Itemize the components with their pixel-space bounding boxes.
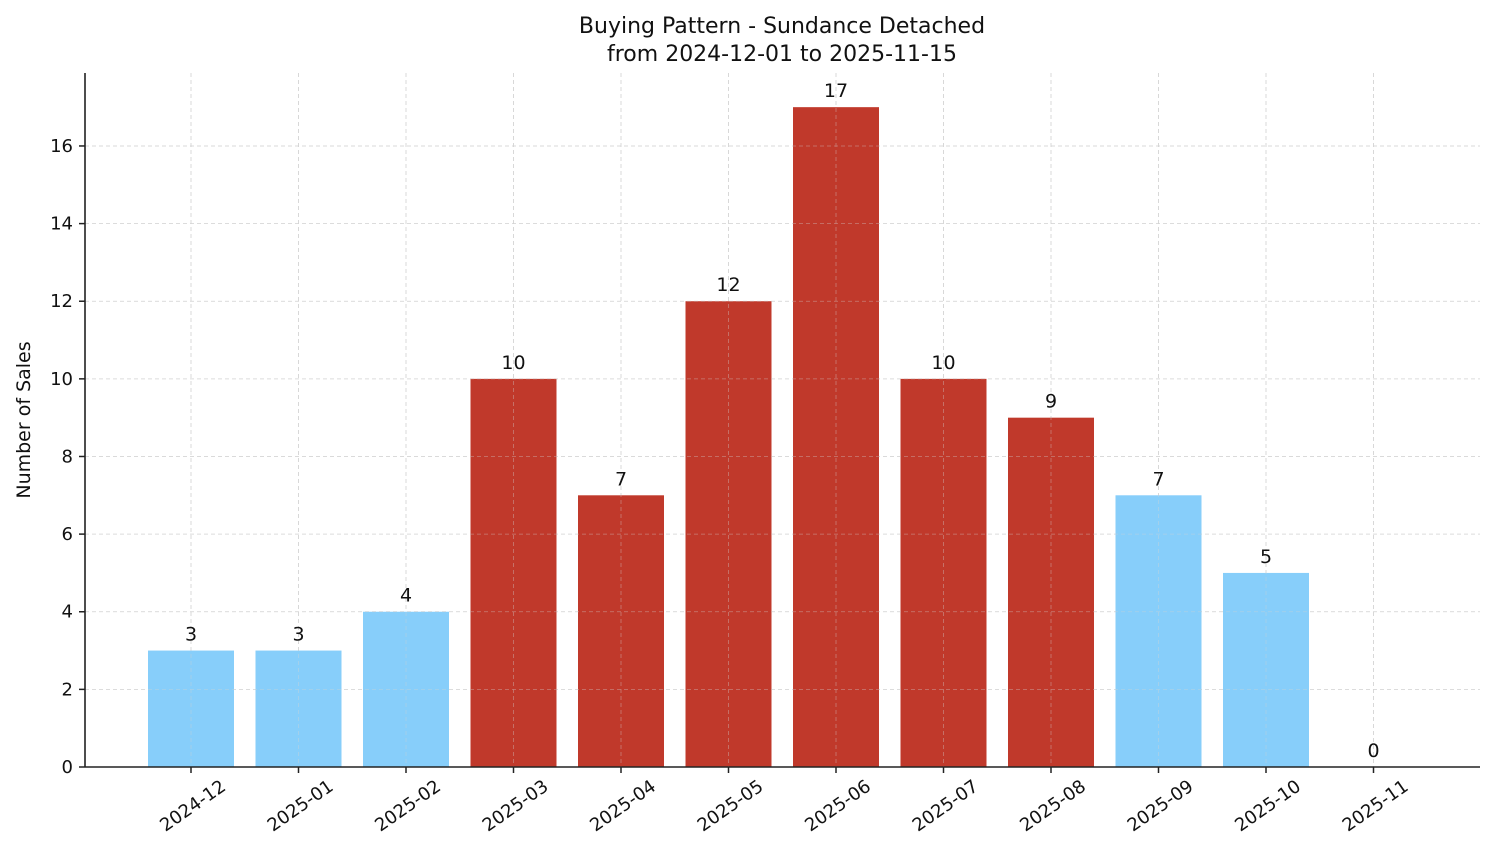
y-axis-label: Number of Sales: [13, 341, 35, 498]
x-tick-label: 2025-07: [909, 776, 983, 836]
chart-title-line2: from 2024-12-01 to 2025-11-15: [607, 42, 957, 67]
y-tick-label: 14: [50, 214, 73, 235]
bar-value-label: 12: [716, 274, 740, 296]
x-tick-label: 2025-10: [1231, 776, 1305, 836]
y-tick-label: 16: [50, 136, 73, 157]
bar-2025-01: [255, 650, 342, 767]
y-tick-label: 8: [62, 446, 73, 467]
bar-2025-07: [900, 378, 987, 767]
bar-2025-09: [1115, 495, 1202, 767]
bar-value-label: 5: [1260, 546, 1272, 568]
bar-2025-05: [685, 301, 772, 767]
gridlines-overlay: [85, 73, 1480, 767]
x-tick-label: 2025-01: [264, 776, 338, 836]
chart-title-line1: Buying Pattern - Sundance Detached: [579, 14, 985, 39]
x-tick-label: 2025-11: [1339, 776, 1413, 836]
bar-2025-02: [363, 611, 449, 767]
x-tick-label: 2025-02: [371, 776, 445, 836]
bar-value-label: 4: [400, 585, 412, 607]
bar-2025-03: [470, 378, 557, 767]
y-tick-label: 0: [62, 757, 73, 778]
x-tick-label: 2025-04: [586, 776, 660, 836]
x-axis-ticks: 2024-12 2025-01 2025-02 2025-03 2025-04 2025-…: [156, 767, 1412, 836]
bar-value-label: 3: [185, 624, 197, 646]
bar-2025-08: [1008, 417, 1094, 767]
x-tick-label: 2025-03: [479, 776, 553, 836]
bars: [148, 107, 1309, 767]
x-tick-label: 2024-12: [156, 776, 230, 836]
y-tick-label: 10: [50, 369, 73, 390]
bar-2024-12: [148, 650, 234, 767]
x-tick-label: 2025-05: [694, 776, 768, 836]
bar-2025-06: [793, 107, 879, 767]
x-tick-label: 2025-09: [1124, 776, 1198, 836]
bar-value-label: 10: [931, 352, 955, 374]
bar-value-label: 10: [501, 352, 525, 374]
y-tick-label: 6: [62, 524, 73, 545]
bar-2025-10: [1223, 572, 1309, 767]
bar-value-labels: 3 3 4 10 7 12 17 10 9 7 5 0: [185, 80, 1380, 762]
x-tick-label: 2025-06: [801, 776, 875, 836]
bar-2025-04: [578, 495, 664, 767]
bar-value-label: 3: [292, 624, 304, 646]
bar-value-label: 17: [824, 80, 848, 102]
x-tick-label: 2025-08: [1016, 776, 1090, 836]
y-tick-label: 12: [50, 291, 73, 312]
y-tick-label: 2: [62, 679, 73, 700]
axes: [84, 73, 1480, 768]
bar-value-label: 0: [1367, 740, 1379, 762]
bar-value-label: 7: [615, 468, 627, 490]
bar-value-label: 7: [1152, 468, 1164, 490]
y-axis-ticks: 0 2 4 6 8 10 12 14 16: [50, 136, 85, 778]
bar-value-label: 9: [1045, 391, 1057, 413]
y-tick-label: 4: [62, 602, 73, 623]
